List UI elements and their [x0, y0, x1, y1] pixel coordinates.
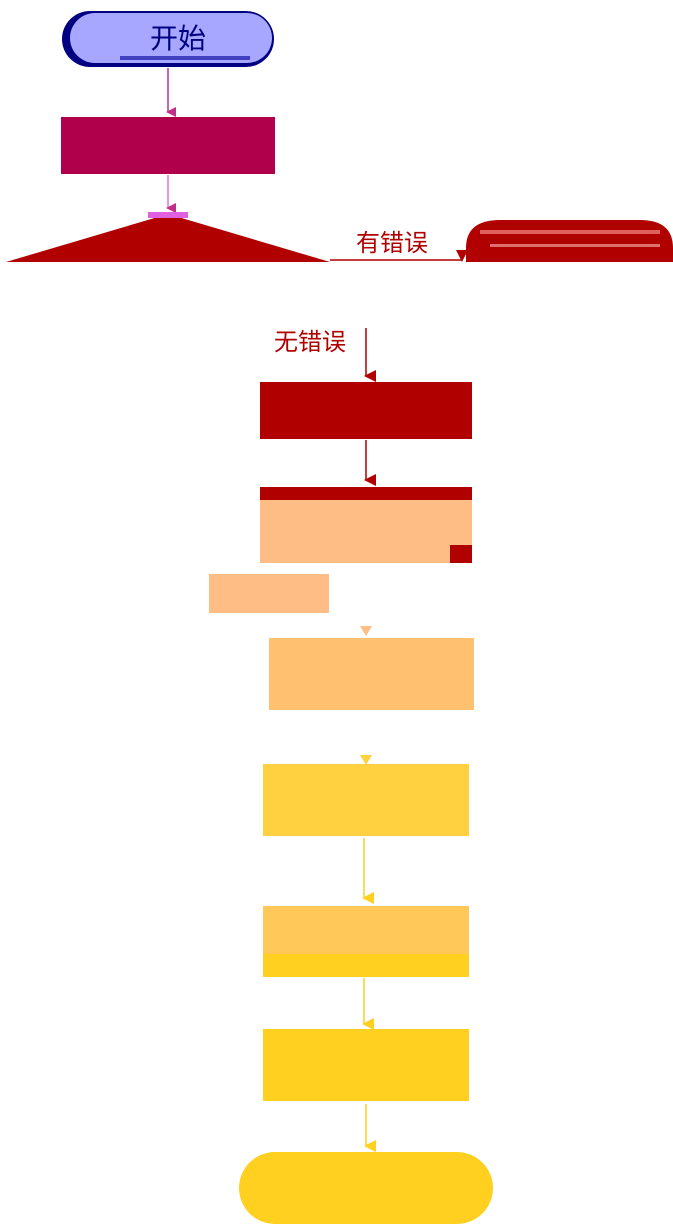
side-note-box: [209, 574, 329, 613]
process-box-6: [263, 906, 469, 977]
process-box-3: [260, 487, 472, 563]
decision-diamond: [6, 214, 330, 262]
process-box-5: [263, 764, 469, 836]
error-branch-label: 有错误: [356, 229, 428, 257]
process-box-1: [61, 117, 275, 174]
process-box-2: [260, 382, 472, 439]
process-box-7: [263, 1029, 469, 1101]
error-end-node: [466, 220, 673, 262]
end-node: [239, 1152, 493, 1224]
start-node: 开始: [62, 11, 274, 67]
process-box-4: [269, 638, 474, 710]
connector-step3-step4: [360, 626, 372, 636]
connector-step4-step5: [360, 755, 372, 765]
ok-branch-label: 无错误: [274, 328, 346, 356]
start-label: 开始: [150, 22, 206, 55]
